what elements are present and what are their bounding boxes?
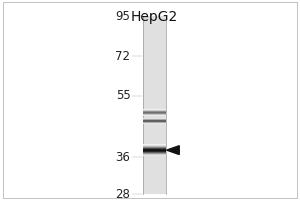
Polygon shape (167, 146, 179, 155)
Text: 95: 95 (116, 9, 130, 22)
Bar (143, 146, 166, 147)
Bar (143, 150, 166, 151)
Text: HepG2: HepG2 (131, 10, 178, 24)
Bar (143, 151, 166, 152)
Bar (143, 149, 166, 150)
Text: 36: 36 (116, 151, 130, 164)
Text: 28: 28 (116, 188, 130, 200)
Bar (143, 153, 166, 154)
Bar (143, 16, 166, 194)
Text: 72: 72 (116, 50, 130, 63)
Bar (143, 147, 166, 148)
Text: 55: 55 (116, 89, 130, 102)
Bar (143, 148, 166, 149)
Bar (143, 152, 166, 153)
Bar (143, 145, 166, 146)
Bar (143, 144, 166, 145)
Bar (143, 155, 166, 156)
